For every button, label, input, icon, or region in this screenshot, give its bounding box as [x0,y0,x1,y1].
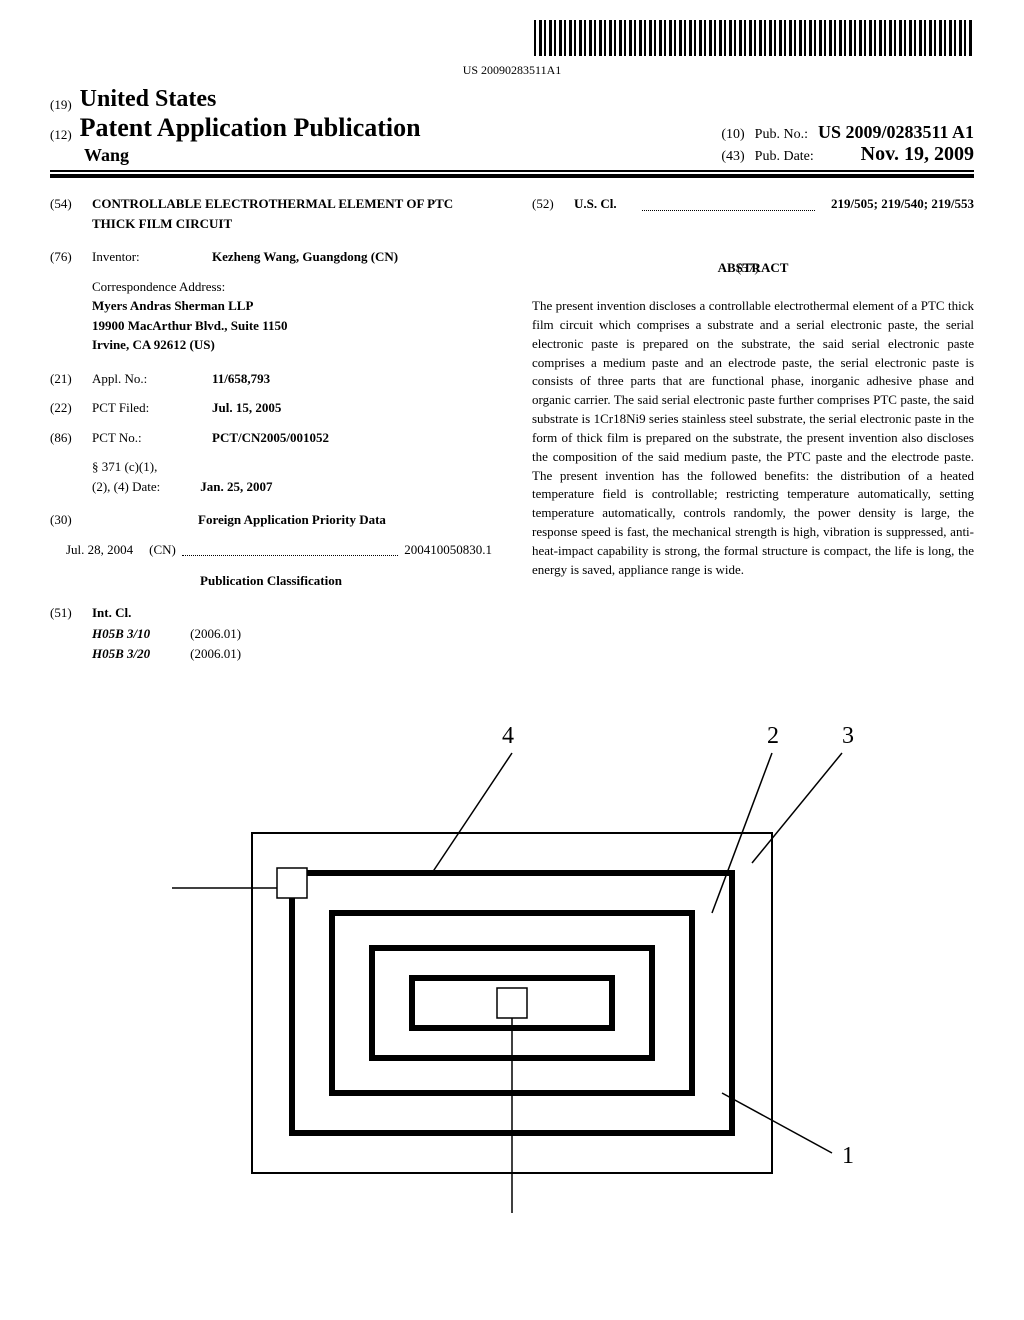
pubclass-header: Publication Classification [50,571,492,591]
author-name: Wang [84,145,421,166]
pct-label: PCT No.: [92,428,202,448]
svg-text:1: 1 [842,1143,854,1169]
code-54: (54) [50,194,82,233]
priority-num: 200410050830.1 [404,540,492,560]
pub-no-label: Pub. No.: [755,127,808,143]
pct-value: PCT/CN2005/001052 [212,428,329,448]
s371-line1: § 371 (c)(1), [92,457,492,477]
pub-date: Nov. 19, 2009 [861,143,974,166]
code-22: (22) [50,398,82,418]
doc-type: Patent Application Publication [80,113,421,143]
inventor-label: Inventor: [92,247,202,267]
code-57: (57) [737,258,769,278]
header-right: (10) Pub. No.: US 2009/0283511 A1 (43) P… [721,122,974,166]
body-columns: (54) CONTROLLABLE ELECTROTHERMAL ELEMENT… [50,194,974,663]
code-21: (21) [50,369,82,389]
uscl-label: U.S. Cl. [574,194,626,214]
pub-date-label: Pub. Date: [755,149,814,165]
code-10: (10) [721,127,744,143]
svg-text:4: 4 [502,723,514,749]
patent-figure: 4 2 3 1 [50,693,974,1213]
code-51: (51) [50,603,82,623]
intcl2-code: H05B 3/20 [92,644,150,664]
intcl-label: Int. Cl. [92,603,131,623]
barcode-text: US 20090283511A1 [50,63,974,78]
corr-label: Correspondence Address: [92,277,492,297]
corr-line3: Irvine, CA 92612 (US) [92,335,492,355]
figure-svg: 4 2 3 1 [72,693,952,1213]
code-12: (12) [50,127,72,143]
corr-line2: 19900 MacArthur Blvd., Suite 1150 [92,316,492,336]
intcl1-code: H05B 3/10 [92,624,150,644]
svg-text:3: 3 [842,723,854,749]
right-column: (52) U.S. Cl. 219/505; 219/540; 219/553 … [532,194,974,663]
intcl1-ver: (2006.01) [190,624,241,644]
intcl2-ver: (2006.01) [190,644,241,664]
appl-value: 11/658,793 [212,369,270,389]
filed-label: PCT Filed: [92,398,202,418]
invention-title: CONTROLLABLE ELECTROTHERMAL ELEMENT OF P… [92,194,492,233]
header-left: (12) Patent Application Publication Wang [50,113,421,166]
dots-leader-2 [642,194,815,211]
foreign-header: Foreign Application Priority Data [92,510,492,530]
code-30: (30) [50,510,82,530]
left-column: (54) CONTROLLABLE ELECTROTHERMAL ELEMENT… [50,194,492,663]
pub-no: US 2009/0283511 A1 [818,122,974,143]
country: United States [80,86,217,113]
priority-date: Jul. 28, 2004 [66,540,133,560]
thick-rule [50,174,974,178]
code-43: (43) [721,149,744,165]
code-19: (19) [50,97,72,113]
code-86: (86) [50,428,82,448]
barcode [534,20,974,56]
code-76: (76) [50,247,82,267]
code-52: (52) [532,194,564,214]
inventor-value: Kezheng Wang, Guangdong (CN) [212,247,398,267]
svg-text:2: 2 [767,723,779,749]
priority-country: (CN) [149,540,176,560]
header-country-row: (19) United States [50,86,974,113]
filed-value: Jul. 15, 2005 [212,398,281,418]
dots-leader [182,540,398,557]
s371-value: Jan. 25, 2007 [200,477,272,497]
s371-line2: (2), (4) Date: [92,477,160,497]
uscl-value: 219/505; 219/540; 219/553 [831,194,974,214]
barcode-region: US 20090283511A1 [50,20,974,78]
abstract-text: The present invention discloses a contro… [532,297,974,580]
corr-line1: Myers Andras Sherman LLP [92,296,492,316]
appl-label: Appl. No.: [92,369,202,389]
header-main: (12) Patent Application Publication Wang… [50,113,974,172]
